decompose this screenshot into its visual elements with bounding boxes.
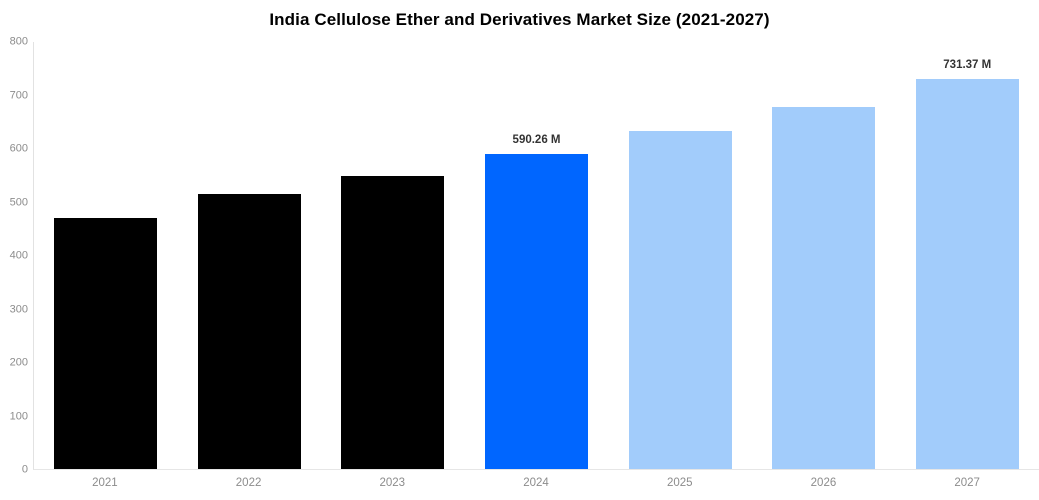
bar-slot-2024: 590.26 M — [465, 42, 609, 469]
bars: 590.26 M 731.37 M — [34, 42, 1039, 469]
data-label-2024: 590.26 M — [512, 133, 561, 146]
chart-title: India Cellulose Ether and Derivatives Ma… — [269, 10, 770, 29]
y-tick-label-0: 0 — [21, 463, 28, 476]
y-tick-label-600: 600 — [9, 142, 28, 155]
bar-slot-2022 — [178, 42, 322, 469]
bar-2021 — [54, 218, 158, 469]
plot-area: 590.26 M 731.37 M — [33, 42, 1039, 470]
bar-slot-2023 — [321, 42, 465, 469]
y-tick-label-400: 400 — [9, 249, 28, 262]
bar-2025 — [628, 131, 732, 469]
y-tick-label-100: 100 — [9, 410, 28, 422]
y-tick-label-500: 500 — [9, 196, 28, 208]
x-axis: 2021 2022 2023 2024 2025 2026 2027 — [33, 470, 1039, 500]
bar-2024 — [485, 153, 588, 469]
bar-slot-2027: 731.37 M — [895, 42, 1039, 469]
bar-slot-2025 — [608, 42, 752, 469]
bar-2022 — [197, 194, 301, 469]
y-axis: 0 100 200 300 400 500 600 700 800 — [0, 36, 28, 475]
bar-2023 — [341, 175, 445, 469]
bar-slot-2026 — [752, 42, 896, 469]
y-tick-label-200: 200 — [9, 356, 28, 369]
y-tick-label-300: 300 — [9, 303, 28, 315]
x-tick-label-2023: 2023 — [379, 477, 406, 489]
x-tick-label-2027: 2027 — [954, 477, 980, 489]
bar-2027 — [915, 78, 1019, 469]
x-tick-label-2022: 2022 — [235, 477, 262, 489]
bar-slot-2021 — [34, 42, 178, 469]
y-tick-label-800: 800 — [9, 35, 28, 48]
data-label-2027: 731.37 M — [943, 58, 992, 71]
y-tick-label-700: 700 — [9, 89, 28, 101]
x-tick-label-2025: 2025 — [666, 477, 693, 489]
x-tick-label-2024: 2024 — [523, 477, 549, 489]
x-tick-label-2026: 2026 — [810, 477, 837, 489]
x-tick-label-2021: 2021 — [92, 477, 118, 489]
bar-2026 — [772, 107, 876, 469]
